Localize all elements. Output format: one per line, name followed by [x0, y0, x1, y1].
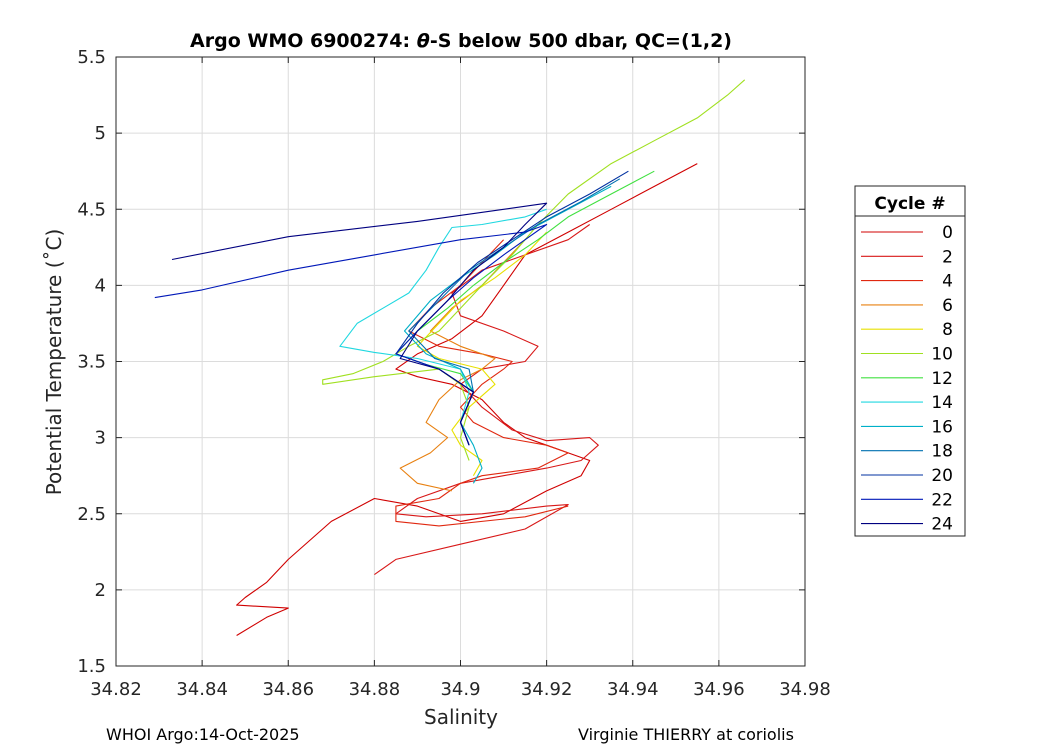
series-line-cycle-8 — [416, 231, 548, 476]
legend-label-cycle-12: 12 — [931, 369, 953, 389]
legend-box — [854, 185, 966, 537]
x-tick-label: 34.98 — [779, 679, 831, 700]
y-tick-label: 1.5 — [77, 656, 106, 677]
legend-label-cycle-4: 4 — [942, 272, 953, 292]
y-tick-label: 4.5 — [77, 199, 106, 220]
legend-label-cycle-24: 24 — [931, 515, 953, 535]
legend-label-cycle-22: 22 — [931, 490, 953, 510]
legend-label-cycle-2: 2 — [942, 247, 953, 267]
legend-label-cycle-16: 16 — [931, 417, 953, 437]
series-line-cycle-14 — [339, 208, 547, 446]
series-line-cycle-24 — [171, 202, 548, 446]
y-tick-label: 2 — [95, 580, 106, 601]
x-tick-label: 34.82 — [90, 679, 142, 700]
footer-source: WHOI Argo:14-Oct-2025 — [106, 725, 300, 744]
x-tick-label: 34.96 — [693, 679, 745, 700]
chart-title: Argo WMO 6900274: θ-S below 500 dbar, QC… — [190, 30, 732, 52]
x-tick-label: 34.84 — [176, 679, 228, 700]
legend-title: Cycle # — [874, 194, 945, 214]
y-tick-label: 2.5 — [77, 504, 106, 525]
x-axis-label: Salinity — [424, 705, 498, 729]
y-tick-label: 4 — [95, 275, 106, 296]
legend-label-cycle-14: 14 — [931, 393, 953, 413]
legend-label-cycle-8: 8 — [942, 320, 953, 340]
series-line-cycle-2 — [374, 224, 599, 576]
legend-label-cycle-0: 0 — [942, 223, 953, 243]
y-tick-label: 3 — [95, 428, 106, 449]
x-tick-label: 34.88 — [349, 679, 401, 700]
y-axis-label: Potential Temperature (˚C) — [42, 229, 66, 496]
legend-label-cycle-6: 6 — [942, 296, 953, 316]
legend-label-cycle-18: 18 — [931, 442, 953, 462]
series-group — [154, 79, 746, 636]
footer-credit: Virginie THIERRY at coriolis — [578, 725, 794, 744]
x-tick-label: 34.92 — [521, 679, 573, 700]
x-tick-label: 34.94 — [607, 679, 659, 700]
x-tick-label: 34.9 — [440, 679, 480, 700]
legend-label-cycle-10: 10 — [931, 345, 953, 365]
y-tick-label: 3.5 — [77, 352, 106, 373]
y-tick-label: 5 — [95, 123, 106, 144]
y-tick-label: 5.5 — [77, 47, 106, 68]
x-tick-label: 34.86 — [262, 679, 314, 700]
legend-label-cycle-20: 20 — [931, 466, 953, 486]
ticks: 34.82 34.84 34.86 34.88 34.9 34.92 34.94 34.96 3… — [77, 47, 830, 700]
